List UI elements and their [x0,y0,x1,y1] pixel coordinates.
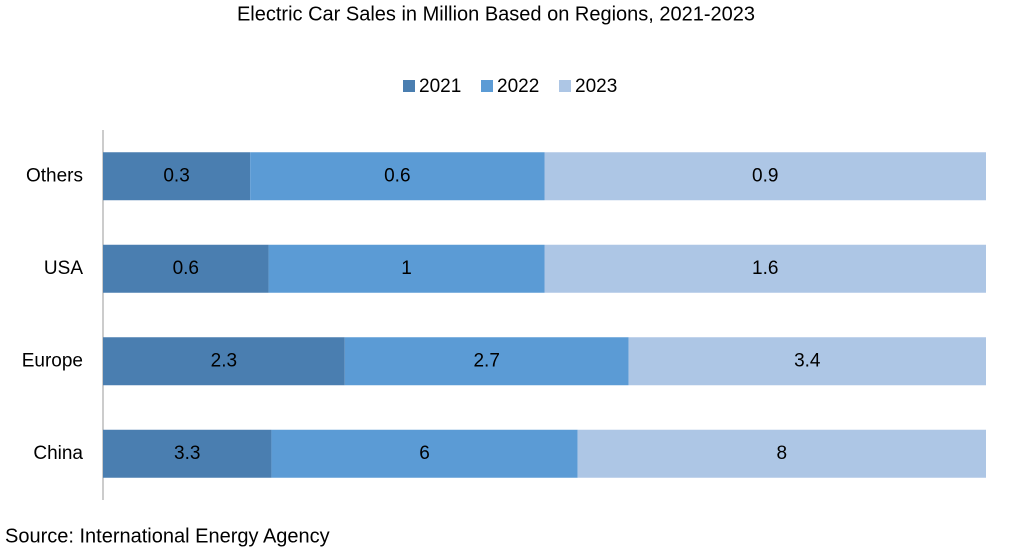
y-tick-label: USA [44,258,83,279]
legend-label: 2021 [419,76,461,97]
legend-label: 2023 [575,76,617,97]
data-label: 3.4 [794,350,821,371]
y-tick-label: Europe [22,350,83,371]
data-label: 8 [777,443,788,464]
legend-swatch [481,80,493,92]
bar-segment [103,429,272,478]
bar-segment [103,152,251,201]
data-label: 1.6 [752,258,778,279]
y-tick-label: China [33,443,83,464]
data-label: 6 [419,443,430,464]
bar-segment [344,337,629,386]
bar-segment [103,244,269,293]
legend-label: 2022 [497,76,539,97]
data-label: 2.7 [473,350,499,371]
bar-segment [271,429,578,478]
legend-swatch [559,80,571,92]
chart-title: Electric Car Sales in Million Based on R… [237,3,755,25]
bar-segment [250,152,545,201]
source-note: Source: International Energy Agency [5,525,330,547]
data-label: 0.6 [384,165,410,186]
data-label: 1 [401,258,412,279]
legend-swatch [403,80,415,92]
bar-segment [544,244,986,293]
bar-segment [577,429,986,478]
data-label: 0.9 [752,165,778,186]
bar-segment [628,337,986,386]
data-label: 0.3 [163,165,189,186]
y-tick-label: Others [26,165,83,186]
data-label: 2.3 [211,350,237,371]
bar-segment [544,152,986,201]
data-label: 3.3 [174,443,200,464]
bar-segment [268,244,545,293]
bar-segment [103,337,345,386]
data-label: 0.6 [173,258,199,279]
